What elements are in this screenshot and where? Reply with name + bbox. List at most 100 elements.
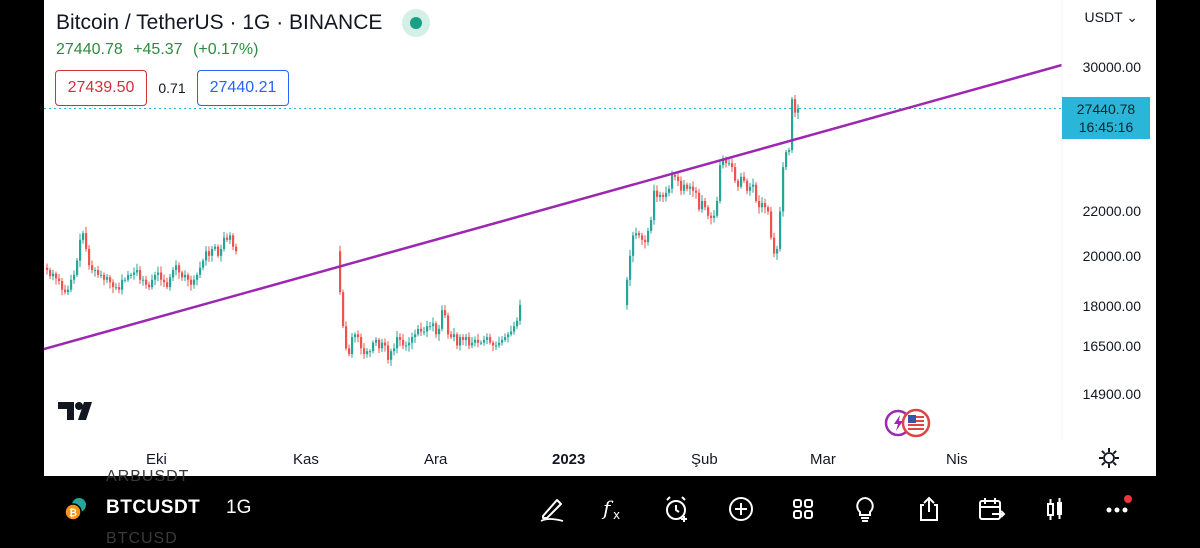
candle — [462, 334, 465, 346]
current-price-tag: 27440.78 16:45:16 — [1062, 97, 1150, 139]
candle — [402, 333, 405, 350]
candle — [106, 273, 109, 284]
candle — [109, 275, 112, 289]
candle — [181, 270, 184, 281]
candle — [426, 320, 429, 338]
candle — [456, 332, 459, 350]
candle — [626, 276, 629, 310]
candle — [411, 332, 414, 350]
candle — [492, 340, 495, 351]
candle — [103, 272, 106, 286]
candle — [384, 338, 387, 352]
trendline[interactable] — [44, 63, 1063, 351]
chart-panel[interactable]: Bitcoin / TetherUS · 1G · BINANCE 27440.… — [44, 0, 1156, 476]
symbol-scroll-next[interactable]: BTCUSD — [106, 530, 178, 547]
spread-value: 0.71 — [158, 80, 186, 96]
candle — [381, 338, 384, 352]
price-chart[interactable] — [44, 0, 1156, 476]
candle — [399, 333, 402, 347]
symbol-scroll-previous[interactable]: ARBUSDT — [106, 468, 190, 485]
buy-button[interactable]: 27440.21 — [197, 70, 289, 106]
time-axis-label: 2023 — [552, 451, 586, 468]
candle — [764, 198, 767, 214]
candle — [656, 185, 659, 203]
candle — [695, 186, 698, 199]
symbol-header[interactable]: Bitcoin / TetherUS · 1G · BINANCE — [56, 9, 431, 37]
candle — [659, 191, 662, 202]
candle — [767, 205, 770, 215]
candle — [226, 233, 229, 242]
candle — [178, 262, 181, 279]
economic-events-icon[interactable] — [884, 408, 934, 438]
share-button[interactable] — [912, 492, 946, 526]
candle — [791, 97, 794, 154]
add-button[interactable] — [724, 492, 758, 526]
market-open-icon[interactable] — [402, 9, 431, 37]
candle — [501, 336, 504, 346]
svg-text:x: x — [613, 508, 620, 522]
candle — [728, 158, 731, 167]
candle — [683, 180, 686, 195]
candle — [145, 275, 148, 289]
candle — [354, 332, 357, 343]
candle — [163, 274, 166, 288]
candle — [665, 186, 668, 202]
chart-type-candle-icon — [1047, 498, 1062, 520]
candle — [172, 267, 175, 282]
candle — [632, 231, 635, 263]
interval-selector[interactable]: 1G — [226, 497, 252, 518]
chart-title[interactable]: Bitcoin / TetherUS · 1G · BINANCE — [56, 11, 383, 34]
candle — [450, 331, 453, 340]
candle — [82, 230, 85, 244]
draw-icon — [540, 499, 564, 522]
candle — [124, 277, 127, 283]
candle — [477, 333, 480, 348]
candle — [211, 246, 214, 262]
currency-dropdown[interactable]: USDT ⌄ — [1085, 9, 1138, 26]
candle — [184, 270, 187, 282]
price-change-row: 27440.78 +45.37 (+0.17%) — [56, 41, 264, 59]
candle — [740, 172, 743, 189]
candle — [58, 273, 61, 285]
sell-button[interactable]: 27439.50 — [55, 70, 147, 106]
candle — [136, 263, 139, 276]
candle — [55, 271, 58, 285]
candle — [704, 198, 707, 211]
candle — [710, 212, 713, 225]
alert-button[interactable] — [660, 492, 694, 526]
candle — [49, 267, 52, 280]
candle — [76, 257, 79, 277]
time-axis-label: Kas — [293, 451, 319, 468]
candle — [217, 244, 220, 258]
candle — [731, 158, 734, 173]
candle — [387, 341, 390, 364]
more-button[interactable] — [1100, 492, 1134, 526]
candle — [91, 260, 94, 274]
candle — [375, 337, 378, 346]
candle — [459, 334, 462, 351]
draw-tool-button[interactable] — [535, 492, 569, 526]
bitcoin-coin-icon: ₿ — [64, 498, 86, 521]
candle — [393, 343, 396, 356]
compare-button[interactable] — [975, 492, 1009, 526]
layouts-button[interactable] — [786, 492, 820, 526]
candle — [519, 299, 522, 325]
chart-type-button[interactable] — [1038, 492, 1072, 526]
candle — [516, 317, 519, 330]
candle — [432, 317, 435, 332]
candle — [369, 348, 372, 358]
symbol-selector[interactable]: BTCUSDT — [106, 497, 201, 518]
candle — [629, 249, 632, 287]
candle — [121, 274, 124, 295]
indicators-button[interactable]: f x — [597, 492, 631, 526]
candle — [130, 272, 133, 279]
candle — [486, 333, 489, 345]
price-axis-label: 20000.00 — [1082, 248, 1141, 264]
candle — [405, 341, 408, 351]
time-axis-label: yl — [44, 451, 45, 468]
settings-gear-icon[interactable] — [1098, 447, 1120, 469]
candle — [190, 275, 193, 291]
candle — [779, 206, 782, 252]
candle — [701, 195, 704, 213]
ideas-button[interactable] — [848, 492, 882, 526]
